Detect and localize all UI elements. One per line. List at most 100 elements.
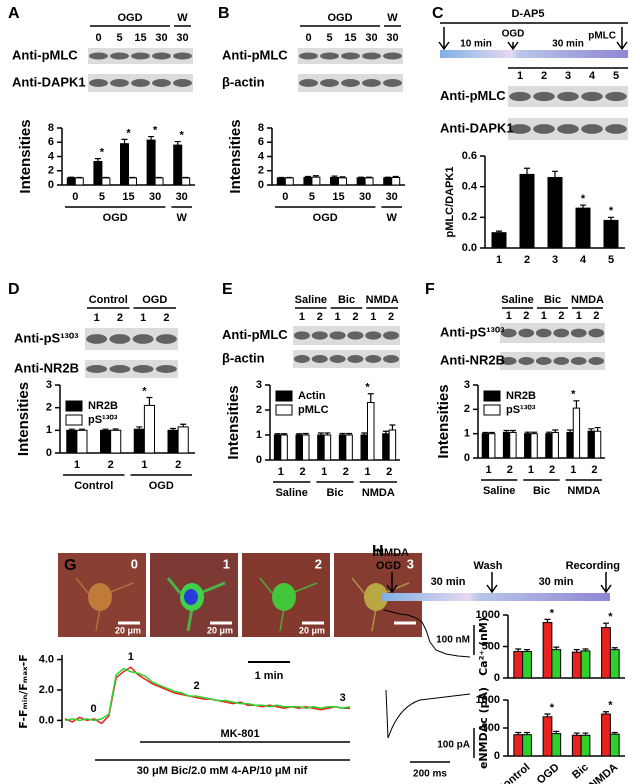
lane-label: 0: [95, 32, 101, 44]
panel-letter: E: [222, 281, 233, 298]
blot-band: [347, 355, 364, 363]
error-bar: [331, 175, 338, 178]
lane-label: 1: [541, 310, 547, 322]
blot: [85, 360, 178, 378]
lane-label: 4: [589, 70, 596, 82]
bar: [276, 177, 286, 186]
lane-label: 1: [140, 312, 146, 324]
lane-label: 2: [117, 312, 123, 324]
lane-label: 30: [155, 32, 167, 44]
blot-band: [173, 52, 192, 60]
bar: [488, 433, 496, 459]
blot-label: Anti-pS¹³⁰³: [440, 324, 505, 339]
bar: [571, 651, 582, 679]
x-tick-label: 1: [570, 464, 576, 476]
blot-band: [320, 52, 339, 60]
y-tick-label: 2: [258, 165, 264, 177]
significance-mark: *: [608, 611, 613, 623]
blot-band: [581, 91, 603, 102]
bar: [513, 734, 524, 757]
lane-label: 1: [576, 310, 582, 322]
y-tick-label: 1: [464, 428, 470, 440]
lane-label: 2: [558, 310, 564, 322]
treatment-label: MK-801: [220, 728, 259, 740]
error-bar: [482, 431, 489, 434]
significance-mark: *: [126, 127, 131, 139]
lane-label: 0: [305, 32, 311, 44]
y-axis-label: Intensities: [17, 119, 34, 193]
blot-band: [570, 328, 587, 338]
bar: [364, 177, 374, 186]
y-axis-label: Ca²⁺ (nM): [477, 617, 490, 676]
lane-label: 2: [523, 310, 529, 322]
bar: [601, 713, 611, 757]
bar: [345, 434, 353, 461]
x-tick-label: 2: [524, 254, 530, 266]
x-tick-label: 2: [591, 464, 597, 476]
error-bar: [146, 396, 153, 406]
blot-header: W: [177, 12, 188, 24]
y-tick-label: 1000: [476, 609, 500, 621]
error-bar: [317, 432, 324, 435]
blot-band: [347, 331, 364, 340]
error-bar: [346, 432, 353, 435]
scale-label: 20 μm: [299, 625, 325, 635]
blot-label: Anti-DAPK1: [440, 120, 514, 135]
y-tick-label: 0: [494, 750, 500, 762]
error-bar: [302, 432, 309, 435]
y-axis-label: pMLC/DAPK1: [444, 167, 456, 238]
blot-band: [86, 365, 108, 373]
lane-label: 1: [370, 311, 376, 323]
error-bar: [602, 711, 609, 714]
error-bar: [170, 427, 177, 431]
blot-band: [509, 91, 531, 102]
bar: [481, 433, 490, 459]
x-tick-label: 30: [359, 191, 371, 203]
lane-label: 2: [163, 312, 169, 324]
blot-label: β-actin: [222, 350, 265, 365]
x-tick-label: 15: [122, 191, 134, 203]
bar: [580, 650, 591, 679]
panel-letter: G: [64, 557, 76, 574]
bar: [76, 429, 88, 454]
blot-header: OGD: [327, 12, 352, 24]
x-tick-label: 2: [549, 464, 555, 476]
blot-band: [535, 328, 552, 338]
scale-label: 100 pA: [437, 740, 470, 751]
y-tick-label: 0: [494, 672, 500, 684]
bar: [143, 404, 155, 454]
scale-label: 1 min: [255, 670, 284, 682]
error-bar: [509, 429, 516, 433]
error-bar: [608, 216, 614, 221]
x-tick-label: 2: [175, 459, 181, 471]
error-bar: [384, 176, 391, 178]
error-bar: [602, 622, 609, 628]
blot-band: [311, 331, 328, 340]
legend-swatch: [275, 404, 293, 416]
x-tick-label: 1: [321, 466, 327, 478]
error-bar: [296, 433, 303, 435]
legend-label: NR2B: [88, 400, 118, 412]
blot-label: Anti-pMLC: [440, 88, 506, 103]
bar: [383, 177, 393, 186]
bar: [133, 428, 145, 454]
group-label: Saline: [275, 487, 307, 499]
blot-band: [581, 124, 603, 134]
scale-label: 20 μm: [207, 625, 233, 635]
error-bar: [553, 646, 560, 650]
error-bar: [496, 230, 502, 233]
error-bar: [553, 730, 560, 734]
blot: [500, 323, 605, 343]
blot-band: [89, 52, 108, 60]
arrow: [486, 572, 498, 594]
bar: [303, 177, 313, 186]
timeline-title: D-AP5: [511, 8, 544, 20]
blot-band: [553, 328, 570, 338]
blot-band: [533, 91, 555, 102]
error-bar: [524, 649, 531, 652]
time-point-label: 2: [193, 680, 199, 692]
error-bar: [552, 170, 558, 178]
timeline-label: 30 min: [552, 39, 584, 50]
bar: [551, 431, 559, 459]
bar: [295, 434, 303, 461]
